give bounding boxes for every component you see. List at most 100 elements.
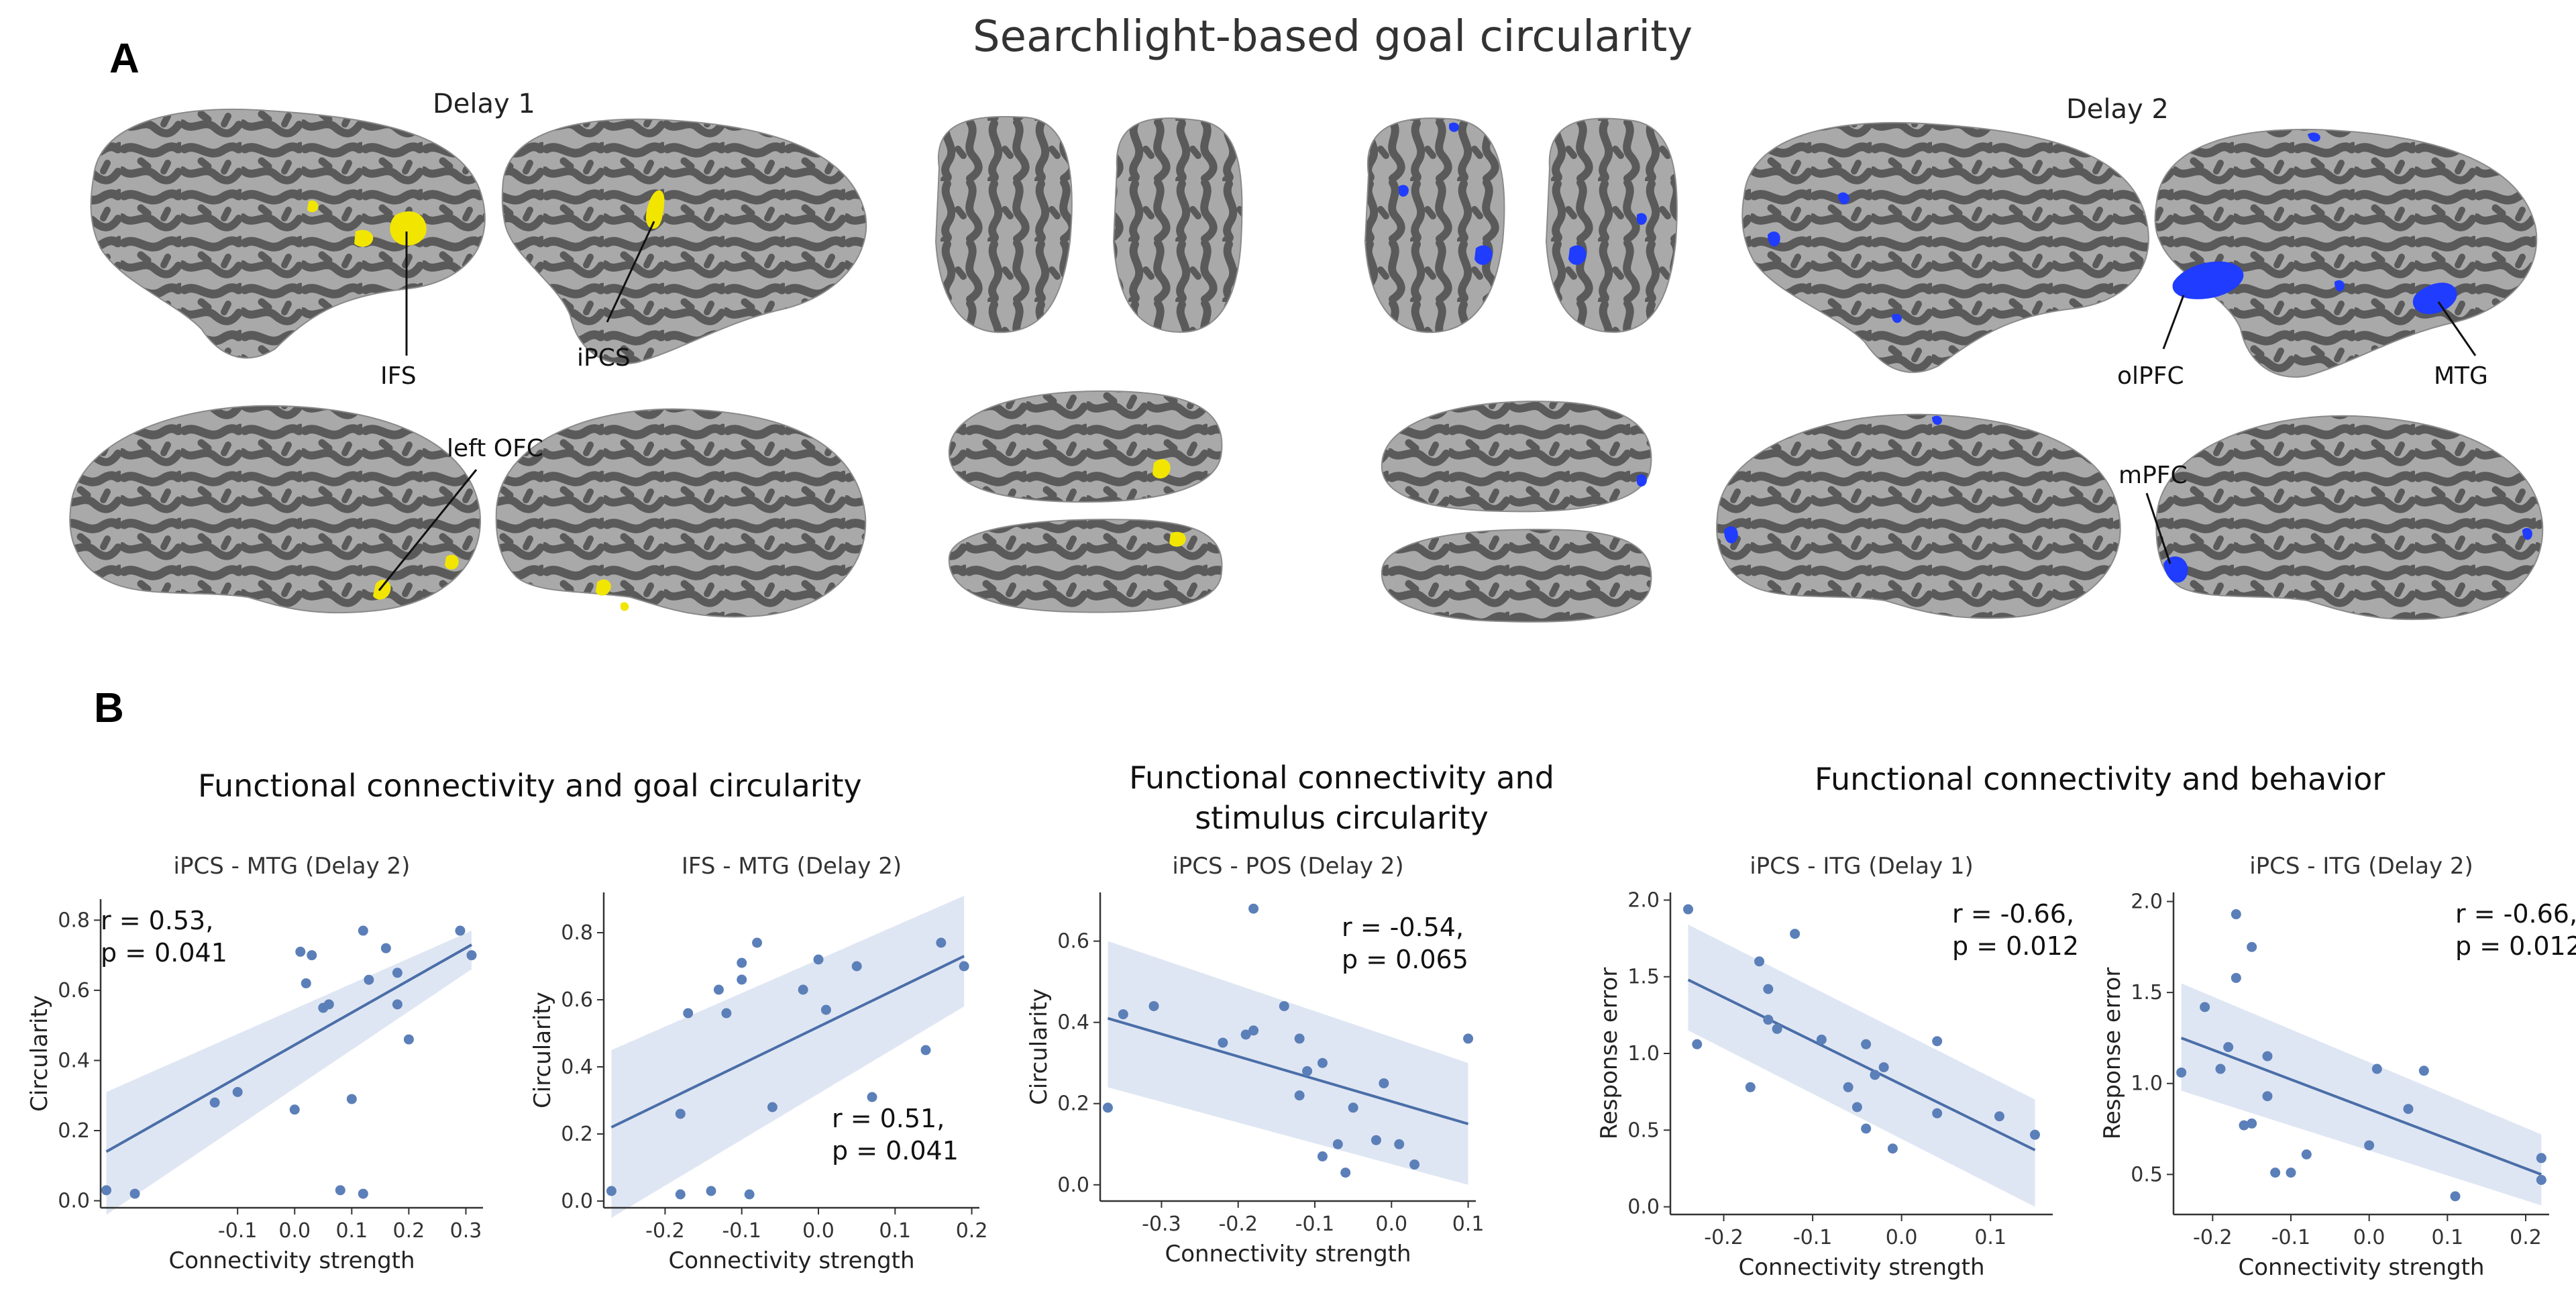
x-axis-label: Connectivity strength xyxy=(668,1247,914,1274)
data-point xyxy=(1754,956,1765,967)
data-point xyxy=(606,1186,616,1196)
data-point xyxy=(1763,1015,1774,1025)
data-point xyxy=(851,961,862,972)
plot-title: IFS - MTG (Delay 2) xyxy=(682,853,902,880)
data-point xyxy=(1302,1066,1313,1076)
x-tick-label: 0.1 xyxy=(335,1219,368,1243)
data-point xyxy=(1332,1139,1343,1149)
data-point xyxy=(1861,1039,1872,1049)
y-tick-label: 0.8 xyxy=(58,909,90,932)
data-point xyxy=(1340,1168,1351,1178)
data-point xyxy=(403,1034,414,1045)
data-point xyxy=(2301,1149,2312,1160)
confidence-band xyxy=(611,896,965,1218)
data-point xyxy=(2029,1129,2040,1140)
data-point xyxy=(232,1087,243,1097)
x-tick-label: 0.0 xyxy=(2353,1226,2385,1249)
roi-label-mtg: MTG xyxy=(2434,362,2488,390)
y-tick-label: 1.0 xyxy=(1627,1042,1660,1066)
d1-left-medial xyxy=(69,405,481,614)
data-point xyxy=(209,1097,220,1108)
data-point xyxy=(380,943,391,953)
y-tick-label: 1.0 xyxy=(2131,1072,2163,1096)
r-annotation: r = -0.66, xyxy=(2455,899,2576,929)
x-tick-label: -0.1 xyxy=(722,1219,761,1243)
data-point xyxy=(920,1045,931,1055)
scatter-ipcs-mtg-delay2: iPCS - MTG (Delay 2) -0.1 0.0 0.1 0.2 0.3 0.0 0… xyxy=(26,853,483,1274)
data-point xyxy=(335,1185,345,1196)
p-annotation: p = 0.012 xyxy=(2455,931,2576,961)
data-point xyxy=(737,957,747,968)
data-point xyxy=(1348,1102,1358,1113)
p-annotation: p = 0.041 xyxy=(101,938,227,968)
y-tick-label: 0.6 xyxy=(58,979,90,1002)
p-annotation: p = 0.012 xyxy=(1952,931,2079,961)
regression-line xyxy=(105,943,472,1153)
data-point xyxy=(1463,1033,1474,1044)
data-point xyxy=(358,925,368,936)
data-point xyxy=(1772,1023,1782,1034)
data-point xyxy=(2364,1140,2375,1151)
y-tick-label: 0.2 xyxy=(561,1123,593,1146)
x-tick-label: 0.1 xyxy=(1974,1226,2006,1249)
y-tick-label: 0.4 xyxy=(561,1055,593,1079)
data-point xyxy=(1745,1082,1756,1092)
figure-title: Searchlight-based goal circularity xyxy=(973,12,1693,62)
data-point xyxy=(737,974,747,985)
r-annotation: r = 0.53, xyxy=(101,906,213,935)
data-point xyxy=(744,1189,755,1200)
data-point xyxy=(1294,1090,1305,1101)
data-point xyxy=(813,954,824,965)
y-tick-label: 2.0 xyxy=(2131,890,2163,914)
regression-line xyxy=(2180,1037,2542,1176)
y-tick-label: 0.8 xyxy=(561,921,593,945)
d2-ventral-view xyxy=(1381,401,1652,623)
data-point xyxy=(767,1102,777,1112)
data-point xyxy=(2239,1120,2249,1131)
data-point xyxy=(455,925,466,936)
data-point xyxy=(1409,1159,1420,1170)
x-tick-label: -0.2 xyxy=(1704,1226,1743,1249)
data-point xyxy=(1102,1102,1113,1113)
data-point xyxy=(101,1185,112,1196)
scatter-ipcs-itg-delay2: iPCS - ITG (Delay 2) -0.2 -0.1 0.0 0.1 0.2 0.5… xyxy=(2099,853,2576,1281)
y-tick-label: 0.0 xyxy=(1057,1174,1089,1197)
y-tick-label: 2.0 xyxy=(1627,888,1660,912)
x-tick-label: 0.2 xyxy=(2510,1226,2542,1249)
r-annotation: r = -0.66, xyxy=(1952,899,2074,929)
data-point xyxy=(683,1008,694,1019)
data-point xyxy=(392,968,402,978)
scatter-ipcs-itg-delay1: iPCS - ITG (Delay 1) -0.2 -0.1 0.0 0.1 0.0 0.5… xyxy=(1596,853,2079,1281)
y-tick-label: 0.0 xyxy=(1627,1196,1660,1219)
data-point xyxy=(2286,1168,2296,1178)
x-axis-label: Connectivity strength xyxy=(1165,1241,1411,1267)
roi-label-ipcs: iPCS xyxy=(577,344,631,372)
data-point xyxy=(2247,941,2257,952)
d1-dorsal-view xyxy=(934,115,1243,333)
data-point xyxy=(1887,1143,1898,1154)
data-point xyxy=(2536,1174,2546,1185)
data-point xyxy=(466,950,477,961)
y-axis-label: Response error xyxy=(2099,968,2126,1139)
x-axis-label: Connectivity strength xyxy=(168,1247,415,1274)
roi-callouts: IFS iPCS left OFC olPFC MTG mPFC xyxy=(378,221,2488,591)
x-tick-label: -0.2 xyxy=(1218,1212,1258,1236)
data-point xyxy=(1279,1000,1289,1011)
data-point xyxy=(1371,1135,1381,1145)
y-axis-label: Circularity xyxy=(529,992,556,1108)
data-point xyxy=(1218,1037,1228,1048)
data-point xyxy=(1932,1108,1943,1119)
x-tick-label: -0.1 xyxy=(1295,1212,1335,1236)
data-point xyxy=(323,999,334,1010)
group-title-stimulus: Functional connectivity and stimulus cir… xyxy=(1087,758,1597,839)
d1-ventral-view xyxy=(948,390,1223,613)
data-point xyxy=(2262,1051,2273,1061)
y-tick-label: 0.5 xyxy=(2131,1163,2163,1186)
x-tick-label: 0.0 xyxy=(1375,1212,1407,1236)
data-point xyxy=(364,974,374,985)
data-point xyxy=(1932,1036,1943,1047)
regression-line xyxy=(1107,1017,1469,1125)
r-annotation: r = 0.51, xyxy=(832,1104,945,1133)
data-point xyxy=(752,937,763,948)
data-point xyxy=(1763,984,1774,994)
